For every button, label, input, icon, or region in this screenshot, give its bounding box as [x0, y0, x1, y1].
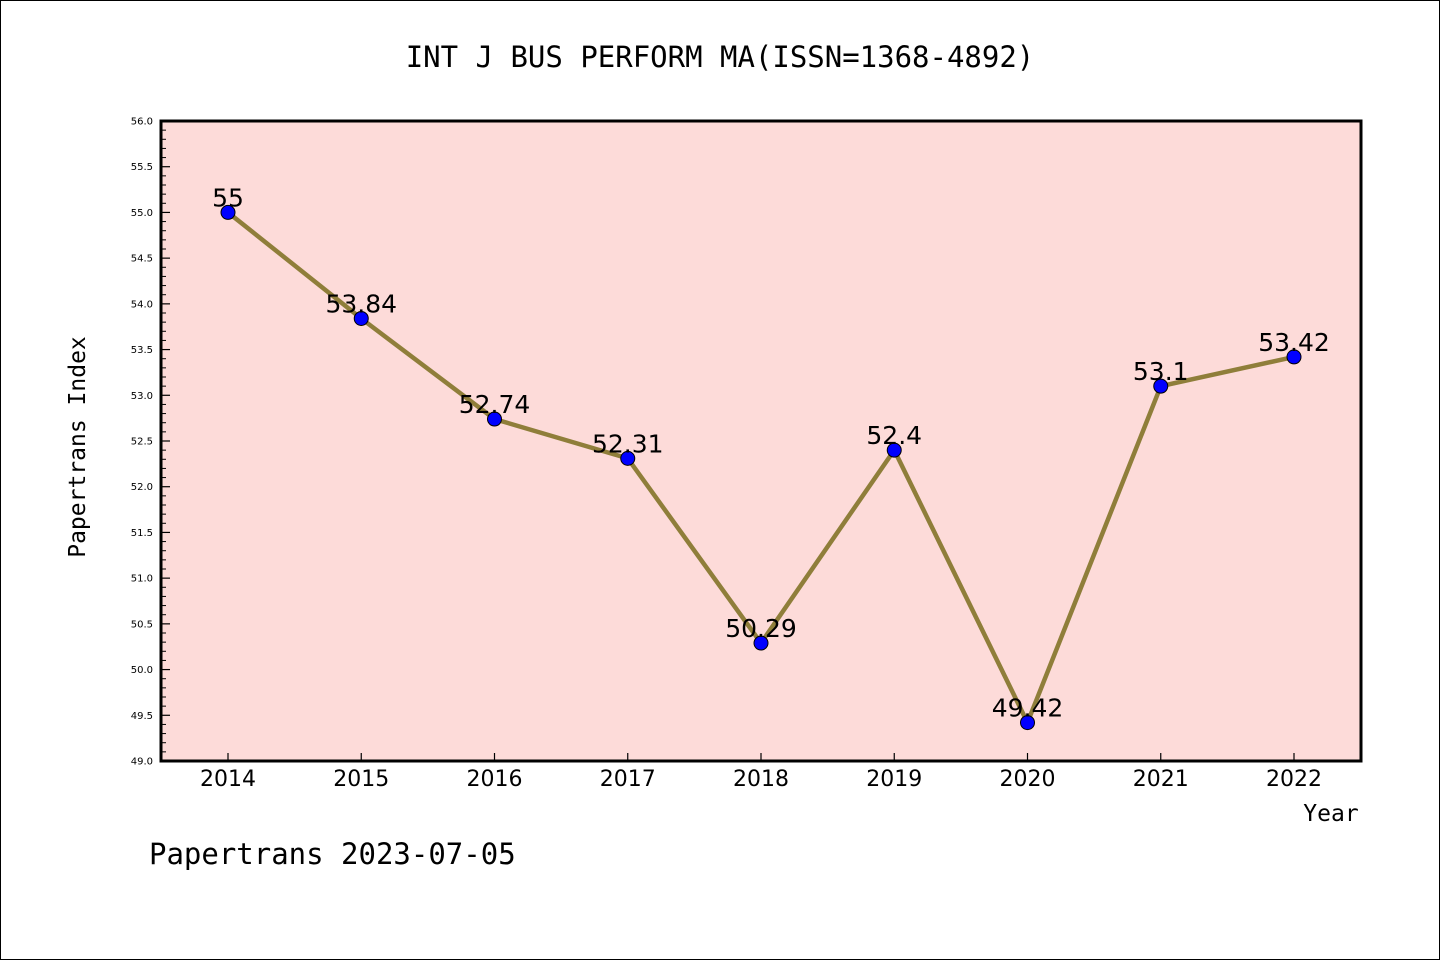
plot-area	[159, 119, 1363, 763]
x-tick-label: 2017	[600, 767, 656, 792]
data-point-marker	[220, 204, 236, 220]
data-label: 50.29	[725, 614, 797, 643]
y-tick-label: 54.0	[131, 299, 153, 310]
y-tick-label: 51.5	[131, 528, 153, 539]
data-label: 52.4	[866, 421, 922, 450]
y-tick-label: 53.0	[131, 391, 153, 402]
y-tick-label: 51.0	[131, 574, 153, 585]
y-tick-label: 54.5	[131, 254, 153, 265]
y-tick-label: 56.0	[131, 117, 153, 128]
y-axis-label: Papertrans Index	[65, 336, 91, 558]
x-tick-label: 2022	[1266, 767, 1322, 792]
data-label: 52.74	[459, 390, 531, 419]
x-tick-label: 2016	[467, 767, 523, 792]
data-point-marker	[1286, 349, 1302, 365]
data-label: 52.31	[592, 429, 664, 458]
data-point-marker	[753, 635, 769, 651]
x-axis-ticks: 2014 2015 2016 2017 2018 2019 2020 2021 2022	[200, 753, 1322, 792]
y-tick-label: 53.5	[131, 345, 153, 356]
y-tick-label: 55.0	[131, 208, 153, 219]
x-tick-label: 2021	[1133, 767, 1189, 792]
x-tick-label: 2015	[333, 767, 389, 792]
y-tick-label: 52.5	[131, 437, 153, 448]
data-point-marker	[487, 411, 502, 427]
data-labels: 55 53.84 52.74 52.31 50.29 52.4 49.42 53.1 53.42	[212, 183, 1330, 722]
series-line-group	[220, 204, 1302, 731]
data-label: 53.84	[325, 289, 397, 318]
y-tick-label: 49.0	[131, 757, 153, 768]
y-tick-label: 49.5	[131, 711, 153, 722]
data-label: 49.42	[992, 694, 1064, 723]
data-point-marker	[353, 310, 369, 326]
footer-date-stamp: Papertrans 2023-07-05	[149, 837, 516, 871]
x-tick-label: 2018	[733, 767, 789, 792]
data-label: 53.1	[1133, 357, 1189, 386]
x-axis-label: Year	[1303, 801, 1358, 827]
y-axis-ticks: 49.0 49.5 50.0 50.5 51.0 51.5 52.0 52.5 53.0 53.5…	[131, 117, 170, 768]
data-point-marker	[886, 442, 902, 458]
x-tick-label: 2014	[200, 767, 256, 792]
y-tick-label: 50.5	[131, 619, 153, 630]
y-tick-label: 55.5	[131, 162, 153, 173]
chart-title: INT J BUS PERFORM MA(ISSN=1368-4892)	[406, 40, 1035, 74]
data-point-marker	[620, 450, 636, 466]
y-tick-label: 52.0	[131, 482, 153, 493]
y-minor-ticks	[161, 129, 166, 753]
x-tick-label: 2020	[1000, 767, 1056, 792]
y-tick-label: 50.0	[131, 665, 153, 676]
data-point-marker	[1020, 715, 1035, 731]
data-point-marker	[1153, 378, 1169, 394]
data-label: 53.42	[1258, 328, 1330, 357]
data-label: 55	[212, 183, 244, 212]
x-tick-label: 2019	[866, 767, 922, 792]
